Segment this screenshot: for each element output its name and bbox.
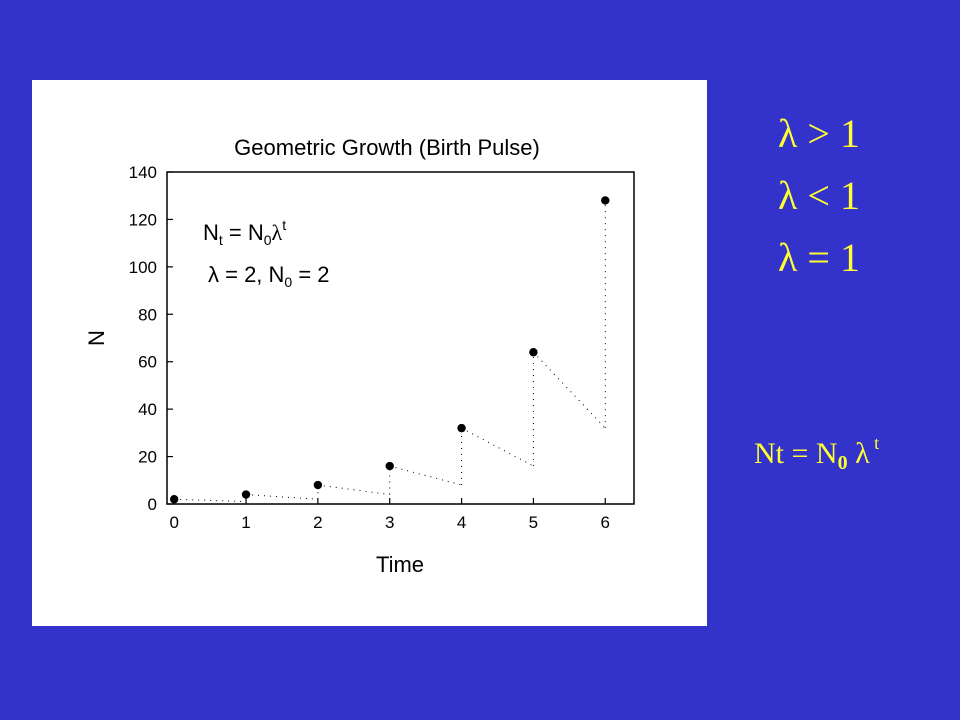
formula-main-lambda: λ — [847, 437, 870, 470]
formula-annotation: Nt = N0λt — [203, 217, 286, 248]
data-point — [313, 480, 323, 490]
data-point — [241, 490, 251, 499]
params-prefix: λ = 2, N — [208, 262, 284, 287]
decay-line — [245, 494, 318, 500]
formula-main-sub: 0 — [837, 452, 848, 474]
data-point — [457, 423, 466, 433]
geometric-growth-formula: Nt = N0 λ t — [754, 433, 879, 475]
decay-line — [389, 465, 462, 486]
lambda-equals-one: λ = 1 — [778, 235, 860, 280]
x-tick-label: 6 — [601, 513, 610, 532]
y-tick-label: 40 — [138, 400, 157, 419]
decay-line — [317, 484, 390, 496]
points-layer — [169, 196, 610, 504]
decay-line — [533, 351, 606, 429]
x-tick-label: 5 — [529, 513, 538, 532]
y-tick-label: 120 — [129, 210, 157, 229]
data-point — [169, 495, 179, 504]
decay-line — [174, 498, 247, 503]
plot-frame — [166, 171, 635, 505]
lambda-greater-than-one: λ > 1 — [778, 111, 860, 156]
y-tick-label: 140 — [129, 163, 157, 182]
y-tick-label: 60 — [138, 353, 157, 372]
y-tick-label: 0 — [148, 495, 157, 514]
formula-mid: = N — [223, 220, 264, 245]
formula-lambda: λ — [272, 220, 283, 245]
formula-main-sup: t — [869, 433, 880, 453]
x-tick-label: 1 — [241, 513, 250, 532]
x-tick-label: 4 — [457, 513, 466, 532]
lambda-less-than-one: λ < 1 — [778, 173, 860, 218]
y-axis-label: N — [84, 330, 109, 346]
y-tick-label: 20 — [138, 448, 157, 467]
data-point — [385, 461, 394, 471]
chart-title: Geometric Growth (Birth Pulse) — [234, 135, 540, 160]
formula-lhs: N — [203, 220, 219, 245]
formula-sup: t — [282, 217, 286, 233]
formula-sub0: 0 — [264, 232, 272, 248]
x-tick-label: 3 — [385, 513, 394, 532]
lines-layer — [174, 200, 606, 503]
data-point — [601, 196, 610, 205]
params-sub: 0 — [284, 274, 292, 290]
data-point — [529, 348, 538, 357]
chart-svg: Geometric Growth (Birth Pulse) 0 1 2 3 4 5 602… — [84, 135, 635, 577]
x-tick-label: 0 — [169, 513, 178, 532]
formula-main: Nt = N — [754, 437, 838, 470]
formula-lhs-sub: t — [219, 232, 223, 248]
y-tick-label: 80 — [138, 305, 157, 324]
params-suffix: = 2 — [292, 262, 329, 287]
x-axis-label: Time — [376, 552, 424, 577]
y-tick-label: 100 — [129, 258, 157, 277]
x-tick-label: 2 — [313, 513, 322, 532]
params-annotation: λ = 2, N0 = 2 — [208, 262, 330, 290]
decay-line — [461, 427, 534, 467]
